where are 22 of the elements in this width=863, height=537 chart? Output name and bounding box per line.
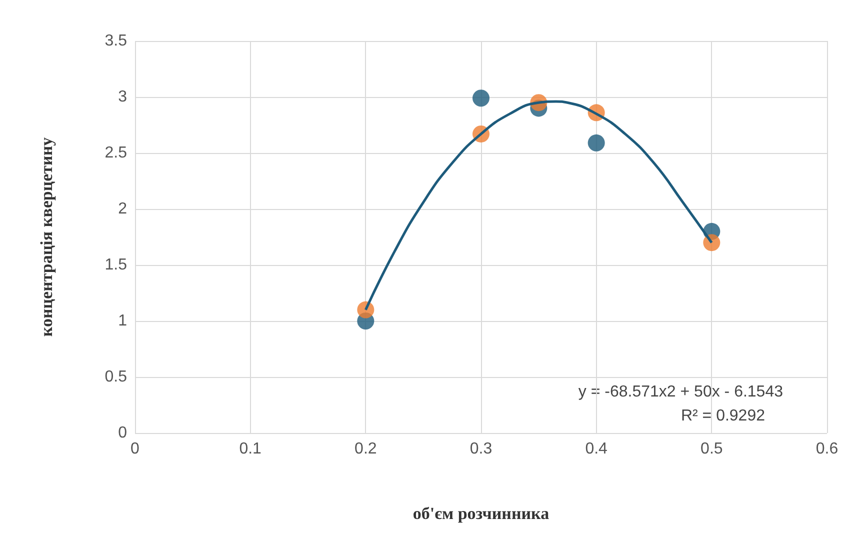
point (472, 90, 490, 107)
x-tick-label: 0.4 (585, 440, 608, 458)
y-tick-label: 3 (118, 88, 128, 106)
y-tick-label: 2.5 (104, 144, 128, 162)
point (703, 234, 720, 252)
y-tick-label: 1 (118, 312, 128, 330)
point (588, 134, 605, 152)
y-tick-label: 0.5 (104, 368, 128, 386)
y-axis-title: концентрація кверцетину (37, 136, 56, 337)
annotation: R² = 0.9292 (680, 408, 766, 424)
y-tick-label: 1.5 (104, 256, 128, 274)
x-tick-label: 0.5 (700, 440, 723, 458)
x-tick-label: 0.1 (239, 440, 262, 458)
point (357, 301, 374, 318)
y-tick-label: 2 (118, 200, 128, 218)
x-tick-label: 0.6 (816, 440, 838, 458)
y-tick-label: 0 (118, 424, 128, 442)
y-tick-label: 3.5 (104, 32, 128, 50)
x-tick-label: 0.3 (470, 440, 492, 458)
x-tick-label: 0 (130, 440, 140, 458)
x-axis-title: об'єм розчинника (412, 504, 550, 523)
x-tick-label: 0.2 (354, 440, 377, 458)
